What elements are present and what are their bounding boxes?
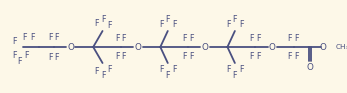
Text: F: F: [48, 53, 53, 61]
Text: F: F: [294, 33, 299, 43]
Text: O: O: [67, 43, 74, 52]
Text: F: F: [166, 15, 170, 24]
Text: F: F: [182, 33, 187, 43]
Text: F: F: [256, 52, 261, 61]
Text: F: F: [239, 20, 244, 28]
Text: F: F: [101, 70, 106, 80]
Text: F: F: [101, 15, 106, 24]
Text: F: F: [159, 65, 163, 74]
Text: F: F: [95, 66, 99, 76]
Text: F: F: [288, 52, 292, 61]
Text: F: F: [232, 15, 237, 24]
Text: F: F: [122, 52, 126, 61]
Text: F: F: [17, 57, 22, 65]
Text: O: O: [202, 43, 209, 52]
Text: F: F: [239, 65, 244, 74]
Text: F: F: [226, 20, 231, 28]
Text: F: F: [288, 33, 292, 43]
Text: O: O: [306, 64, 313, 73]
Text: O: O: [319, 43, 326, 52]
Text: F: F: [189, 52, 193, 61]
Text: F: F: [24, 50, 28, 60]
Text: F: F: [95, 19, 99, 28]
Text: F: F: [256, 33, 261, 43]
Text: F: F: [159, 20, 163, 28]
Text: F: F: [22, 32, 26, 41]
Text: F: F: [54, 32, 59, 41]
Text: F: F: [12, 36, 17, 45]
Text: F: F: [115, 52, 120, 61]
Text: F: F: [189, 33, 193, 43]
Text: F: F: [122, 33, 126, 43]
Text: F: F: [172, 20, 177, 28]
Text: F: F: [54, 53, 59, 61]
Text: F: F: [107, 65, 111, 73]
Text: O: O: [135, 43, 141, 52]
Text: F: F: [226, 65, 231, 74]
Text: F: F: [166, 70, 170, 80]
Text: O: O: [269, 43, 276, 52]
Text: F: F: [48, 32, 53, 41]
Text: F: F: [249, 52, 254, 61]
Text: F: F: [107, 20, 111, 29]
Text: F: F: [182, 52, 187, 61]
Text: F: F: [31, 32, 35, 41]
Text: F: F: [12, 50, 17, 60]
Text: F: F: [115, 33, 120, 43]
Text: F: F: [232, 70, 237, 80]
Text: F: F: [294, 52, 299, 61]
Text: CH₃: CH₃: [336, 44, 347, 50]
Text: F: F: [172, 65, 177, 74]
Text: F: F: [249, 33, 254, 43]
